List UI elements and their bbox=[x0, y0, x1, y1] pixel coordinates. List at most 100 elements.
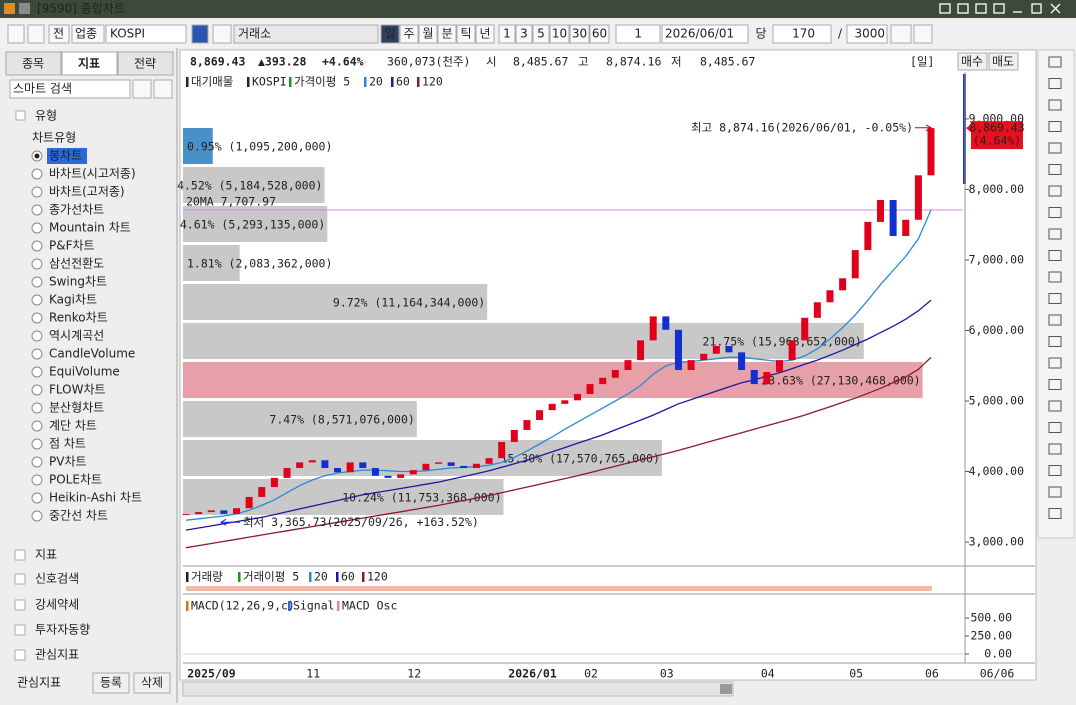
radio[interactable] bbox=[31, 294, 43, 306]
chart-type-option[interactable]: 삼선전환도 bbox=[49, 257, 104, 271]
tool-icon[interactable] bbox=[1048, 443, 1062, 455]
period-button[interactable] bbox=[437, 24, 457, 44]
chart-type-option[interactable]: 계단 차트 bbox=[49, 419, 97, 433]
radio[interactable] bbox=[31, 330, 43, 342]
period-button[interactable] bbox=[456, 24, 476, 44]
section-toggle[interactable] bbox=[14, 624, 26, 636]
radio[interactable] bbox=[31, 312, 43, 324]
interval-button[interactable] bbox=[569, 24, 590, 44]
tool-icon[interactable] bbox=[1048, 400, 1062, 412]
chart-type-option[interactable]: 바차트(시고저종) bbox=[49, 167, 136, 181]
radio[interactable] bbox=[31, 348, 43, 360]
tool-icon[interactable] bbox=[1048, 99, 1062, 111]
tool-icon[interactable] bbox=[1048, 293, 1062, 304]
zoom-button[interactable] bbox=[890, 24, 912, 44]
settings-button[interactable] bbox=[913, 24, 933, 44]
order-button[interactable] bbox=[988, 52, 1019, 71]
period-button[interactable] bbox=[418, 24, 438, 44]
button[interactable] bbox=[48, 24, 70, 44]
multiplier-input[interactable] bbox=[615, 24, 661, 44]
tool-icon[interactable] bbox=[1048, 78, 1062, 89]
chart-type-option[interactable]: 중간선 차트 bbox=[49, 509, 108, 523]
exchange-input[interactable] bbox=[233, 24, 379, 44]
total-input[interactable] bbox=[846, 24, 888, 44]
radio[interactable] bbox=[31, 240, 43, 252]
interval-button[interactable] bbox=[532, 24, 550, 44]
chart-type-option[interactable]: FLOW차트 bbox=[49, 383, 106, 397]
chart-type-option[interactable]: EquiVolume bbox=[49, 365, 120, 379]
tool-icon[interactable] bbox=[1048, 336, 1062, 347]
search-button[interactable] bbox=[132, 79, 152, 99]
tool-icon[interactable] bbox=[1048, 422, 1062, 433]
interval-button[interactable] bbox=[498, 24, 516, 44]
period-button[interactable] bbox=[475, 24, 495, 44]
nav-button[interactable] bbox=[7, 24, 25, 44]
tool-icon[interactable] bbox=[1048, 271, 1062, 283]
section-label[interactable]: 신호검색 bbox=[35, 572, 79, 586]
chart-type-option[interactable]: 봉차트 bbox=[49, 149, 82, 163]
chart-type-option[interactable]: Mountain 차트 bbox=[49, 221, 131, 235]
section-label[interactable]: 투자자동향 bbox=[35, 623, 90, 637]
order-button[interactable] bbox=[957, 52, 988, 71]
chart-type-option[interactable]: 점 차트 bbox=[49, 437, 86, 451]
tool-icon[interactable] bbox=[1048, 185, 1062, 197]
tool-icon[interactable] bbox=[1048, 314, 1062, 326]
interval-button[interactable] bbox=[515, 24, 533, 44]
tool-icon[interactable] bbox=[1048, 228, 1062, 240]
scrollbar[interactable] bbox=[182, 681, 734, 697]
tool-icon[interactable] bbox=[1048, 357, 1062, 369]
chart-type-option[interactable]: Heikin-Ashi 차트 bbox=[49, 491, 142, 505]
radio[interactable] bbox=[31, 186, 43, 198]
radio[interactable] bbox=[31, 204, 43, 216]
radio[interactable] bbox=[31, 168, 43, 180]
window-controls[interactable] bbox=[939, 3, 1061, 14]
radio[interactable] bbox=[31, 402, 43, 414]
chart-type-option[interactable]: Kagi차트 bbox=[49, 293, 97, 307]
section-toggle[interactable] bbox=[14, 649, 26, 661]
tool-icon[interactable] bbox=[1048, 508, 1062, 519]
search-button[interactable] bbox=[212, 24, 232, 44]
section-label[interactable]: 지표 bbox=[35, 548, 57, 562]
tool-icon[interactable] bbox=[1048, 56, 1062, 68]
radio[interactable] bbox=[31, 258, 43, 270]
footer-button[interactable] bbox=[92, 672, 130, 694]
chart-type-option[interactable]: POLE차트 bbox=[49, 473, 102, 487]
radio[interactable] bbox=[31, 420, 43, 432]
radio[interactable] bbox=[31, 474, 43, 486]
chart-type-option[interactable]: P&F차트 bbox=[49, 239, 95, 253]
code-input[interactable] bbox=[105, 24, 187, 44]
radio[interactable] bbox=[31, 510, 43, 522]
tool-icon[interactable] bbox=[1048, 164, 1062, 175]
radio[interactable] bbox=[31, 492, 43, 504]
chart-type-option[interactable]: 분산형차트 bbox=[49, 401, 104, 415]
count-input[interactable] bbox=[772, 24, 832, 44]
section-toggle[interactable] bbox=[14, 599, 26, 611]
chart-type-option[interactable]: Swing차트 bbox=[49, 275, 107, 289]
radio[interactable] bbox=[31, 384, 43, 396]
radio[interactable] bbox=[31, 366, 43, 378]
period-button[interactable] bbox=[380, 24, 400, 44]
section-toggle[interactable] bbox=[14, 549, 26, 561]
footer-button[interactable] bbox=[133, 672, 171, 694]
tool-icon[interactable] bbox=[1048, 465, 1062, 476]
period-button[interactable] bbox=[399, 24, 419, 44]
tool-icon[interactable] bbox=[1048, 142, 1062, 154]
interval-button[interactable] bbox=[549, 24, 570, 44]
date-input[interactable] bbox=[661, 24, 749, 44]
chart-type-option[interactable]: 바차트(고저종) bbox=[49, 185, 125, 199]
tool-icon[interactable] bbox=[1048, 207, 1062, 218]
button[interactable] bbox=[71, 24, 105, 44]
tool-icon[interactable] bbox=[1048, 486, 1062, 498]
chart-type-option[interactable]: 종가선차트 bbox=[49, 203, 104, 217]
tool-icon[interactable] bbox=[1048, 121, 1062, 132]
tree-toggle[interactable] bbox=[15, 110, 26, 121]
radio[interactable] bbox=[31, 456, 43, 468]
chart-type-option[interactable]: PV차트 bbox=[49, 455, 87, 469]
interval-button[interactable] bbox=[589, 24, 610, 44]
tool-icon[interactable] bbox=[1048, 379, 1062, 390]
chart-type-option[interactable]: CandleVolume bbox=[49, 347, 135, 361]
scroll-thumb[interactable] bbox=[720, 684, 732, 694]
chart-type-option[interactable]: Renko차트 bbox=[49, 311, 108, 325]
search-box[interactable] bbox=[9, 79, 131, 99]
radio[interactable] bbox=[31, 438, 43, 450]
